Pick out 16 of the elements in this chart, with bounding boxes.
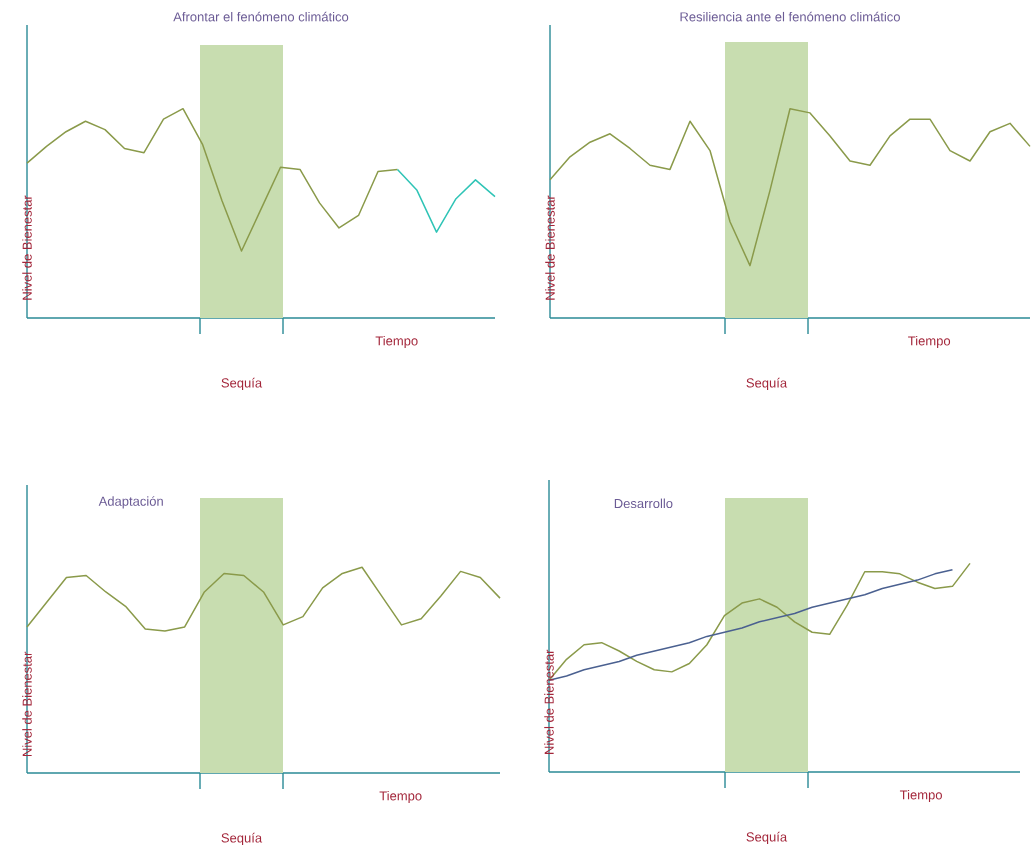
- y-axis-title: Nivel de Bienestar: [22, 195, 32, 300]
- chart-title: Desarrollo: [614, 498, 673, 509]
- x-axis-title: Tiempo: [908, 335, 951, 349]
- text: Sequía: [221, 377, 263, 391]
- text: Sequía: [746, 377, 788, 391]
- y-axis-title: Nivel de Bienestar: [544, 649, 554, 754]
- y-axis-title: Nivel de Bienestar: [22, 651, 32, 757]
- text: Sequía: [221, 832, 263, 846]
- chart-title: Adaptación: [98, 496, 163, 509]
- x-axis-title: Tiempo: [899, 789, 942, 803]
- text: Sequía: [746, 831, 788, 845]
- chart-title: Resiliencia ante el fenómeno climático: [680, 11, 900, 22]
- x-axis-title: Tiempo: [375, 335, 418, 349]
- y-axis-title: Nivel de Bienestar: [545, 195, 555, 300]
- x-axis-title: Tiempo: [379, 790, 422, 804]
- chart-title: Afrontar el fenómeno climático: [173, 11, 349, 22]
